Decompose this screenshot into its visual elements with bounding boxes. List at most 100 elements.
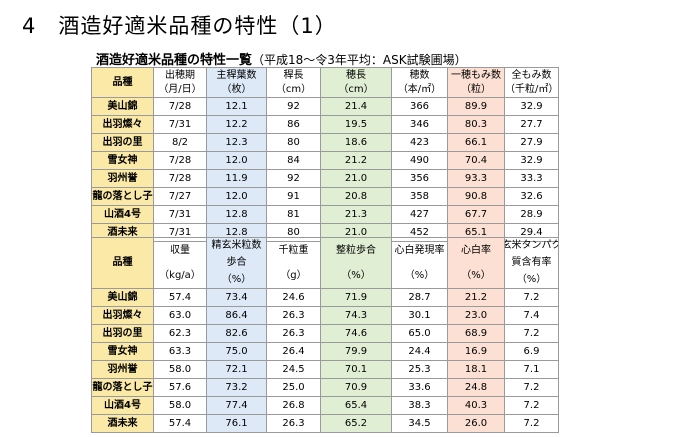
table-cell: 26.3: [266, 306, 321, 325]
table-cell: 62.3: [153, 324, 207, 343]
table-cell: 32.6: [504, 187, 559, 206]
table-cell: 21.3: [320, 205, 392, 224]
table-cell: 7.2: [504, 324, 559, 343]
table-cell: 71.9: [320, 288, 392, 307]
variety-name: 出羽燦々: [91, 306, 154, 325]
table-row: 出羽燦々 7/31 12.2 86 19.5 346 80.3 27.7: [91, 115, 559, 134]
table-cell: 26.3: [266, 324, 321, 343]
column-unit: （cm）: [320, 83, 392, 98]
table-cell: 7.2: [504, 396, 559, 415]
table-cell: 70.9: [320, 378, 392, 397]
column-header: 精玄米粒数 歩合 （%）: [206, 237, 267, 289]
table-cell: 65.0: [391, 324, 448, 343]
column-unit: （粒）: [447, 83, 505, 98]
table-cell: 32.9: [504, 151, 559, 170]
column-header: 千粒重 （g）: [266, 237, 321, 289]
table-cell: 12.3: [206, 133, 267, 152]
table-cell: 74.6: [320, 324, 392, 343]
table-cell: 74.3: [320, 306, 392, 325]
column-unit: （%）: [461, 269, 491, 281]
table-row: 出羽の里 62.3 82.6 26.3 74.6 65.0 68.9 7.2: [91, 324, 559, 343]
table-cell: 67.7: [447, 205, 505, 224]
table-cell: 68.9: [447, 324, 505, 343]
column-header: 稈長: [266, 67, 321, 83]
table-cell: 358: [391, 187, 448, 206]
table-cell: 21.0: [320, 169, 392, 188]
table-cell: 63.0: [153, 306, 207, 325]
table-subtitle: 酒造好適米品種の特性一覧（平成18～令3年平均：ASK試験圃場）: [96, 49, 467, 68]
table-row: 羽州誉 58.0 72.1 24.5 70.1 25.3 18.1 7.1: [91, 360, 559, 379]
table-cell: 58.0: [153, 360, 207, 379]
variety-name: 雪女神: [91, 342, 154, 361]
table-cell: 90.8: [447, 187, 505, 206]
subtitle-main: 酒造好適米品種の特性一覧: [96, 53, 253, 68]
column-header: 収量 （kg/a）: [153, 237, 207, 289]
table-cell: 20.8: [320, 187, 392, 206]
table-cell: 7/28: [153, 97, 207, 116]
column-header: 品種: [91, 67, 154, 98]
column-header: 品種: [91, 237, 154, 289]
table-cell: 70.1: [320, 360, 392, 379]
subtitle-note: （平成18～令3年平均：ASK試験圃場）: [252, 53, 467, 67]
table-row: 美山錦 57.4 73.4 24.6 71.9 28.7 21.2 7.2: [91, 288, 559, 307]
table-cell: 92: [266, 169, 321, 188]
table-cell: 86: [266, 115, 321, 134]
variety-name: 山酒4号: [91, 205, 154, 224]
column-header: 玄米タンパク 質含有率 （%）: [504, 237, 559, 289]
table-cell: 7/27: [153, 187, 207, 206]
table-cell: 79.9: [320, 342, 392, 361]
table-row: 出羽燦々 63.0 86.4 26.3 74.3 30.1 23.0 7.4: [91, 306, 559, 325]
variety-name: 龍の落とし子: [91, 378, 154, 397]
table-cell: 80: [266, 133, 321, 152]
variety-name: 龍の落とし子: [91, 187, 154, 206]
table-cell: 7.2: [504, 414, 559, 433]
table-cell: 27.9: [504, 133, 559, 152]
unit-row: （月/日） （枚） （cm） （cm） （本/㎡） （粒） （千粒/㎡）: [92, 83, 559, 98]
table-cell: 58.0: [153, 396, 207, 415]
table-cell: 65.4: [320, 396, 392, 415]
table-cell: 7.1: [504, 360, 559, 379]
page-title: 4 酒造好適米品種の特性（1）: [22, 14, 337, 38]
table-cell: 21.2: [447, 288, 505, 307]
table-cell: 18.6: [320, 133, 392, 152]
table-cell: 33.6: [391, 378, 448, 397]
table-row: 山酒4号 7/31 12.8 81 21.3 427 67.7 28.9: [91, 205, 559, 224]
table-cell: 73.4: [206, 288, 267, 307]
column-unit: （枚）: [206, 83, 267, 98]
column-header: 出穂期: [153, 67, 207, 83]
table-cell: 427: [391, 205, 448, 224]
table-cell: 24.4: [391, 342, 448, 361]
column-unit: （kg/a）: [159, 269, 201, 281]
table-cell: 38.3: [391, 396, 448, 415]
header-stack: 整粒歩合 （%）: [322, 239, 391, 288]
column-unit: （%）: [516, 273, 547, 285]
table-cell: 490: [391, 151, 448, 170]
table-cell: 28.7: [391, 288, 448, 307]
header-stack: 収量 （kg/a）: [155, 239, 206, 288]
variety-name: 出羽の里: [91, 133, 154, 152]
table-row: 山酒4号 58.0 77.4 26.8 65.4 38.3 40.3 7.2: [91, 396, 559, 415]
table-cell: 12.0: [206, 151, 267, 170]
table-cell: 25.3: [391, 360, 448, 379]
column-unit: （千粒/㎡）: [504, 83, 559, 98]
variety-name: 酒未来: [91, 414, 154, 433]
column-header: 全もみ数: [504, 67, 559, 83]
column-header: 一穂もみ数: [447, 67, 505, 83]
table-cell: 32.9: [504, 97, 559, 116]
table-cell: 7/31: [153, 205, 207, 224]
table-cell: 75.0: [206, 342, 267, 361]
table-cell: 7.4: [504, 306, 559, 325]
table-cell: 18.1: [447, 360, 505, 379]
table-cell: 86.4: [206, 306, 267, 325]
column-header: 穂数: [391, 67, 448, 83]
table-row: 龍の落とし子 57.6 73.2 25.0 70.9 33.6 24.8 7.2: [91, 378, 559, 397]
column-unit: （%）: [221, 273, 252, 285]
column-header: 整粒歩合 （%）: [320, 237, 392, 289]
table-cell: 23.0: [447, 306, 505, 325]
header-stack: 精玄米粒数 歩合 （%）: [208, 239, 266, 288]
variety-name: 出羽の里: [91, 324, 154, 343]
table-cell: 24.8: [447, 378, 505, 397]
column-label: 心白発現率: [394, 244, 445, 256]
header-row: 品種 収量 （kg/a） 精玄米粒数 歩合 （%） 千粒重 （g） 整粒歩合 （%） 心白発現率 （%…: [91, 237, 559, 289]
table-cell: 93.3: [447, 169, 505, 188]
